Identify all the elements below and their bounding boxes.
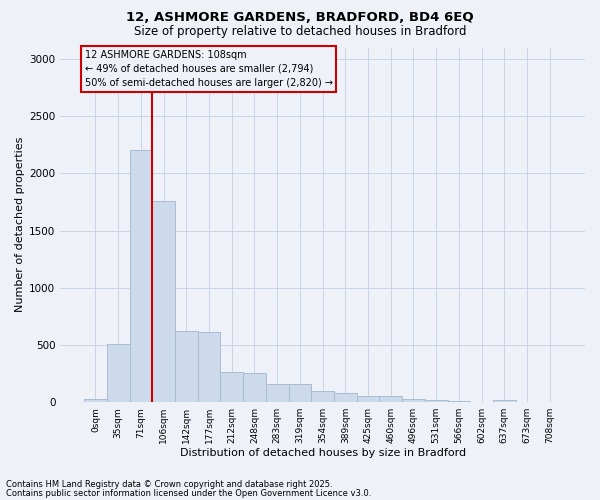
Bar — [175, 330, 198, 402]
X-axis label: Distribution of detached houses by size in Bradford: Distribution of detached houses by size … — [179, 448, 466, 458]
Text: Contains HM Land Registry data © Crown copyright and database right 2025.: Contains HM Land Registry data © Crown c… — [6, 480, 332, 489]
Bar — [402, 399, 425, 402]
Bar — [379, 396, 402, 402]
Bar — [289, 384, 311, 402]
Y-axis label: Number of detached properties: Number of detached properties — [15, 137, 25, 312]
Bar — [493, 400, 516, 402]
Text: 12, ASHMORE GARDENS, BRADFORD, BD4 6EQ: 12, ASHMORE GARDENS, BRADFORD, BD4 6EQ — [126, 11, 474, 24]
Text: Contains public sector information licensed under the Open Government Licence v3: Contains public sector information licen… — [6, 488, 371, 498]
Bar — [448, 401, 470, 402]
Bar — [243, 373, 266, 402]
Text: Size of property relative to detached houses in Bradford: Size of property relative to detached ho… — [134, 25, 466, 38]
Bar — [311, 391, 334, 402]
Bar — [130, 150, 152, 402]
Bar — [198, 332, 220, 402]
Bar — [357, 396, 379, 402]
Bar — [84, 399, 107, 402]
Text: 12 ASHMORE GARDENS: 108sqm
← 49% of detached houses are smaller (2,794)
50% of s: 12 ASHMORE GARDENS: 108sqm ← 49% of deta… — [85, 50, 332, 88]
Bar — [152, 201, 175, 402]
Bar — [107, 344, 130, 402]
Bar — [425, 400, 448, 402]
Bar — [266, 384, 289, 402]
Bar — [334, 393, 357, 402]
Bar — [220, 372, 243, 402]
